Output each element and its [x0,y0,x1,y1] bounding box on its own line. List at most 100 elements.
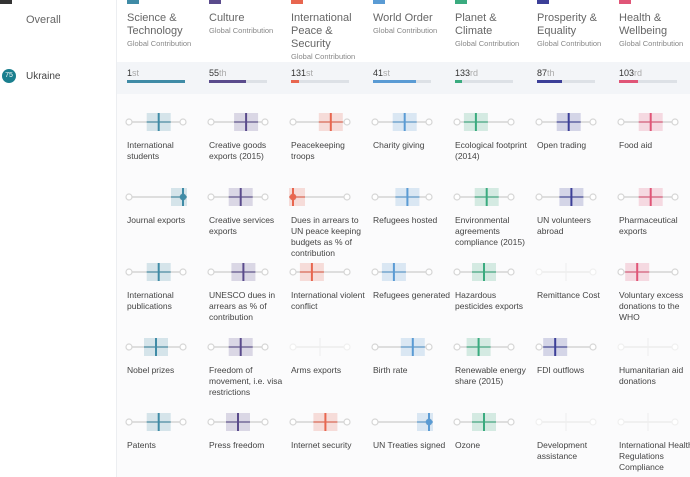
category-rank: 131st [291,68,313,78]
indicator-slider [289,413,351,431]
indicator-slider [453,263,515,281]
slider-end [671,268,679,276]
rank-number: 41 [373,68,384,78]
rank-suffix: st [132,68,140,78]
indicator-slider [207,113,269,131]
indicator-slider [535,113,597,131]
rank-bar-fill [127,80,185,83]
country-name[interactable]: Ukraine [26,71,61,82]
category-subtitle: Global Contribution [619,39,684,48]
slider-end [207,193,215,201]
category-subtitle: Global Contribution [455,39,520,48]
rank-bar-fill [537,80,562,83]
slider-end [453,118,461,126]
category-header: Culture Global Contribution [209,0,287,62]
indicator-label: Nobel prizes [127,365,175,375]
indicator-label: Remittance Cost [537,290,600,300]
indicator-label: FDI outflows [537,365,585,375]
indicator-slider [371,113,433,131]
indicator-label: Refugees generated [373,290,451,300]
slider-end [179,343,187,351]
slider-end [207,268,215,276]
rank-bar-fill [373,80,416,83]
overall-heading: Overall [26,14,61,26]
indicator-slider [535,263,597,281]
rank-number: 55 [209,68,220,78]
category-header: Health & Wellbeing Global Contribution [619,0,690,62]
indicator-label: Food aid [619,140,653,150]
slider-dot [179,193,187,201]
rank-suffix: rd [470,68,479,78]
slider-end [589,118,597,126]
slider-end [125,418,133,426]
slider-end [261,118,269,126]
category-subtitle: Global Contribution [291,52,356,61]
slider-end [289,268,297,276]
category-subtitle: Global Contribution [537,39,602,48]
indicator-label: Development assistance [537,440,588,461]
slider-end [343,418,351,426]
indicator-label: Birth rate [373,365,408,375]
indicator-label: Creative services exports [209,215,275,236]
rank-number: 103 [619,68,635,78]
indicator-slider [371,188,433,206]
category-rank: 133rd [455,68,478,78]
category-rank: 1st [127,68,139,78]
slider-end [125,268,133,276]
indicator-slider [125,188,187,206]
slider-end [617,268,625,276]
indicator-slider [453,188,515,206]
slider-end [343,193,351,201]
indicator-slider [617,413,679,431]
indicator-label: Arms exports [291,365,342,375]
category-swatch [209,0,221,4]
category-title: Planet & Climate [455,12,497,37]
slider-end [617,418,625,426]
category-rank: 103rd [619,68,642,78]
indicator-slider [371,338,433,356]
category-title: Prosperity & Equality [537,12,597,37]
indicator-slider [125,413,187,431]
indicator-slider [125,113,187,131]
slider-end [617,343,625,351]
indicator-label: Renewable energy share (2015) [455,365,526,386]
indicator-label: UNESCO dues in arrears as % of contribut… [209,290,276,322]
slider-end [453,418,461,426]
category-rank: 55th [209,68,227,78]
indicator-label: Charity giving [373,140,425,150]
rank-suffix: st [383,68,391,78]
indicator-slider [617,113,679,131]
indicator-label: UN volunteers abroad [537,215,591,236]
indicator-label: UN Treaties signed [373,440,446,450]
rank-bar [619,80,677,83]
rank-bar-fill [291,80,299,83]
category-title: World Order [373,12,433,24]
indicator-slider [207,413,269,431]
category-title: Science & Technology [127,12,183,37]
slider-end [371,418,379,426]
indicator-slider [453,113,515,131]
indicator-label: Ecological footprint (2014) [455,140,527,161]
category-header: Planet & Climate Global Contribution [455,0,533,62]
indicator-slider [617,263,679,281]
slider-end [425,193,433,201]
indicator-slider [289,188,351,206]
separator [116,0,117,477]
slider-end [125,118,133,126]
category-subtitle: Global Contribution [373,26,438,35]
slider-end [453,193,461,201]
slider-end [125,193,133,201]
category-subtitle: Global Contribution [209,26,274,35]
slider-end [261,193,269,201]
slider-end [507,193,515,201]
indicator-label: Press freedom [209,440,265,450]
indicator-slider [207,263,269,281]
slider-end [125,343,133,351]
slider-end [207,118,215,126]
rank-number: 1 [127,68,133,78]
slider-end [289,418,297,426]
indicator-slider [535,413,597,431]
rank-suffix: st [306,68,314,78]
slider-end [535,418,543,426]
indicator-label: Pharmaceutical exports [619,215,678,236]
